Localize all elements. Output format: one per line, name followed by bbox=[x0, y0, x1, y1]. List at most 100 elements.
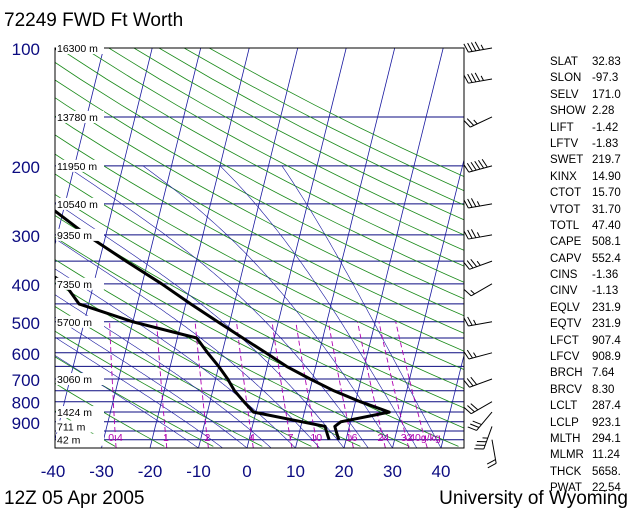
temperature-tick-label: -30 bbox=[89, 462, 114, 481]
dry-adiabat-line bbox=[55, 97, 464, 317]
wind-barb bbox=[463, 198, 493, 209]
index-value: -1.83 bbox=[592, 137, 619, 150]
index-row: TOTL 47.40 bbox=[550, 218, 640, 234]
index-row: SHOW 2.28 bbox=[550, 103, 640, 119]
temperature-profile-line bbox=[55, 48, 391, 441]
index-value: -97.3 bbox=[592, 72, 619, 85]
isotherm-line bbox=[440, 353, 464, 448]
index-name: MLMR bbox=[550, 449, 584, 462]
moist-adiabat-line bbox=[55, 336, 223, 448]
index-row: BRCV 8.30 bbox=[550, 382, 640, 398]
index-row: LFTV -1.83 bbox=[550, 136, 640, 152]
dry-adiabat-line bbox=[55, 214, 464, 429]
index-value: 11.24 bbox=[592, 449, 620, 462]
mixing-ratio-line bbox=[271, 321, 293, 448]
index-row: BRCH 7.64 bbox=[550, 365, 640, 381]
dry-adiabat-line bbox=[55, 305, 312, 447]
height-label: 9350 m bbox=[57, 230, 92, 242]
pressure-tick-label: 200 bbox=[12, 158, 40, 177]
height-label-bg bbox=[56, 406, 104, 419]
wind-barb bbox=[463, 376, 493, 388]
mixing-ratio-line bbox=[236, 321, 254, 448]
wind-barb bbox=[463, 258, 493, 270]
index-name: SWET bbox=[550, 154, 584, 167]
dry-adiabat-line bbox=[55, 173, 464, 389]
index-row: CAPE 508.1 bbox=[550, 234, 640, 250]
pressure-tick-label: 800 bbox=[12, 394, 40, 413]
index-name: LCLP bbox=[550, 416, 579, 429]
height-label-bg bbox=[56, 228, 104, 241]
dry-adiabat-line bbox=[55, 382, 165, 447]
mixing-ratio-label: 10 bbox=[310, 432, 322, 444]
index-row: PWAT 22.54 bbox=[550, 480, 640, 496]
index-name: VTOT bbox=[550, 203, 581, 216]
index-value: 47.40 bbox=[592, 219, 621, 232]
wind-barb bbox=[463, 349, 493, 360]
mixing-ratio-line bbox=[357, 321, 386, 448]
index-value: 32.83 bbox=[592, 56, 621, 68]
index-value: 5658. bbox=[592, 465, 621, 478]
dry-adiabat-line bbox=[58, 48, 464, 267]
height-label-bg bbox=[56, 159, 104, 172]
index-value: 8.30 bbox=[592, 383, 615, 396]
pressure-tick-label: 500 bbox=[12, 314, 40, 333]
moist-adiabat-line bbox=[55, 294, 272, 448]
index-value: 231.9 bbox=[592, 301, 621, 314]
isotherm-line bbox=[0, 48, 7, 448]
index-row: EQLV 231.9 bbox=[550, 300, 640, 316]
data-source: University of Wyoming bbox=[439, 488, 628, 509]
index-name: LCLT bbox=[550, 400, 578, 413]
index-value: 171.0 bbox=[592, 88, 621, 101]
index-value: 552.4 bbox=[592, 252, 621, 265]
height-label: 13780 m bbox=[57, 112, 98, 124]
index-name: TOTL bbox=[550, 219, 580, 232]
temperature-tick-label: 10 bbox=[286, 462, 305, 481]
isotherm-line bbox=[295, 48, 396, 448]
index-name: SELV bbox=[550, 88, 579, 101]
index-value: 2.28 bbox=[592, 105, 615, 118]
wind-barb bbox=[486, 439, 497, 469]
index-row: SLAT 32.83 bbox=[550, 54, 640, 70]
index-name: CAPV bbox=[550, 252, 582, 265]
index-row: MLMR 11.24 bbox=[550, 447, 640, 463]
isotherm-line bbox=[101, 48, 202, 448]
wind-barb bbox=[463, 283, 493, 297]
index-row: KINX 14.90 bbox=[550, 169, 640, 185]
height-label: 3060 m bbox=[57, 374, 92, 386]
index-row: CINV -1.13 bbox=[550, 283, 640, 299]
index-row: LFCT 907.4 bbox=[550, 333, 640, 349]
index-value: 31.70 bbox=[592, 203, 621, 216]
observation-time: 12Z 05 Apr 2005 bbox=[4, 488, 145, 509]
index-name: KINX bbox=[550, 170, 577, 183]
pressure-tick-label: 600 bbox=[12, 345, 40, 364]
index-value: 508.1 bbox=[592, 236, 621, 249]
index-name: CAPE bbox=[550, 236, 582, 249]
index-row: LIFT -1.42 bbox=[550, 120, 640, 136]
index-name: SLON bbox=[550, 72, 582, 85]
wind-barb bbox=[463, 116, 493, 128]
index-value: 7.64 bbox=[592, 367, 615, 380]
dewpoint-profile-line bbox=[55, 275, 331, 441]
index-row: SWET 219.7 bbox=[550, 152, 640, 168]
wind-barb bbox=[463, 41, 493, 53]
index-name: MLTH bbox=[550, 432, 581, 445]
height-label-bg bbox=[56, 197, 104, 210]
wind-barb bbox=[463, 158, 493, 173]
chart-title: 72249 FWD Ft Worth bbox=[4, 10, 184, 31]
moist-adiabat-line bbox=[65, 165, 369, 448]
dry-adiabat-line bbox=[83, 48, 464, 251]
wind-barb bbox=[463, 229, 493, 240]
index-row: LCLT 287.4 bbox=[550, 398, 640, 414]
index-value: 14.90 bbox=[592, 170, 621, 183]
index-row: CINS -1.36 bbox=[550, 267, 640, 283]
index-name: LFCT bbox=[550, 334, 579, 347]
height-label-bg bbox=[56, 420, 104, 433]
wind-barb bbox=[463, 72, 493, 84]
index-name: BRCH bbox=[550, 367, 583, 380]
dry-adiabat-line bbox=[55, 79, 464, 300]
index-name: THCK bbox=[550, 465, 582, 478]
index-value: 907.4 bbox=[592, 334, 621, 347]
sounding-profiles bbox=[55, 48, 391, 441]
index-name: CINV bbox=[550, 285, 578, 298]
